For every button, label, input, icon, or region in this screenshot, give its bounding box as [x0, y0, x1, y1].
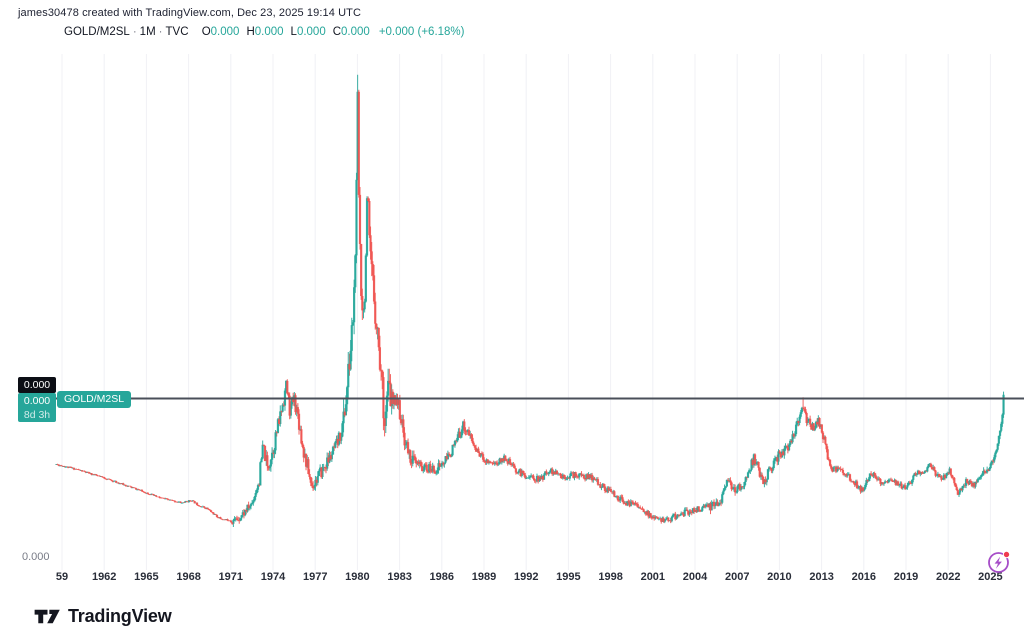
low-label: L [290, 26, 297, 38]
interval-label[interactable]: 1M [139, 26, 156, 38]
candles-up-bodies [55, 91, 1005, 524]
open-value: 0.000 [210, 26, 240, 38]
ohlc-values: O0.000 H0.000 L0.000 C0.000 [202, 26, 377, 38]
bar-countdown: 8d 3h [23, 409, 51, 421]
series-label-text: GOLD/M2SL [64, 393, 125, 405]
x-axis-tick: 1980 [345, 571, 370, 583]
x-axis-tick: 1998 [598, 571, 623, 583]
close-label: C [332, 26, 342, 38]
legend-separator: · [158, 26, 163, 38]
x-axis-tick: 59 [55, 571, 69, 583]
x-axis-tick: 2007 [724, 571, 750, 583]
x-axis-tick: 1977 [302, 571, 328, 583]
y-axis-zero-label: 0.000 [22, 551, 50, 563]
x-axis-tick: 1962 [91, 571, 117, 583]
x-axis-tick: 2001 [640, 571, 666, 583]
x-axis-tick: 2022 [935, 571, 961, 583]
candles-down-bodies [56, 91, 995, 524]
grid-lines [61, 54, 991, 570]
x-axis-tick: 1983 [387, 571, 412, 583]
x-axis-tick: 1968 [176, 571, 201, 583]
series-label-badge[interactable]: GOLD/M2SL [57, 391, 132, 408]
last-price-value: 0.000 [23, 395, 51, 407]
x-axis-tick: 1989 [471, 571, 497, 583]
attribution-text: james30478 created with TradingView.com,… [18, 7, 362, 19]
candles-up-wicks [55, 74, 1005, 527]
change-value: +0.000 (+6.18%) [378, 26, 465, 38]
flash-bolt [994, 556, 1002, 569]
x-axis[interactable]: 59 1962 1965 1968 1971 1974 1977 1980 1983 1986 19… [0, 571, 1024, 589]
high-value: 0.000 [254, 26, 284, 38]
legend-separator: · [132, 26, 137, 38]
tradingview-logo-icon[interactable] [34, 605, 61, 628]
chart-legend: GOLD/M2SL · 1M · TVC O0.000 H0.000 L0.000 C0.00… [64, 26, 464, 38]
prev-close-price-value: 0.000 [23, 379, 51, 391]
candles-down-wicks [57, 89, 994, 525]
x-axis-tick: 2025 [978, 571, 1003, 583]
x-axis-tick: 2019 [893, 571, 919, 583]
exchange-label: TVC [165, 26, 189, 38]
high-label: H [246, 26, 255, 38]
x-axis-tick: 2016 [851, 571, 877, 583]
x-axis-tick: 2013 [809, 571, 834, 583]
x-axis-tick: 1974 [260, 571, 286, 583]
last-price-badge[interactable]: 0.000 8d 3h [18, 393, 56, 422]
x-axis-tick: 1986 [429, 571, 455, 583]
x-axis-tick: 1992 [513, 571, 539, 583]
footer: TradingView [34, 605, 172, 628]
x-axis-tick: 1971 [218, 571, 244, 583]
x-axis-tick: 2004 [682, 571, 708, 583]
red-notification-dot [1002, 550, 1011, 559]
x-axis-tick: 2010 [767, 571, 792, 583]
x-axis-tick: 1995 [556, 571, 581, 583]
x-axis-tick: 1965 [134, 571, 159, 583]
low-value: 0.000 [296, 26, 326, 38]
prev-close-price-badge[interactable]: 0.000 [18, 377, 56, 393]
open-label: O [201, 26, 211, 38]
close-value: 0.000 [341, 26, 370, 38]
tradingview-wordmark[interactable]: TradingView [68, 606, 172, 626]
symbol-title[interactable]: GOLD/M2SL [64, 26, 130, 38]
lightning-flash-icon[interactable] [985, 548, 1013, 576]
